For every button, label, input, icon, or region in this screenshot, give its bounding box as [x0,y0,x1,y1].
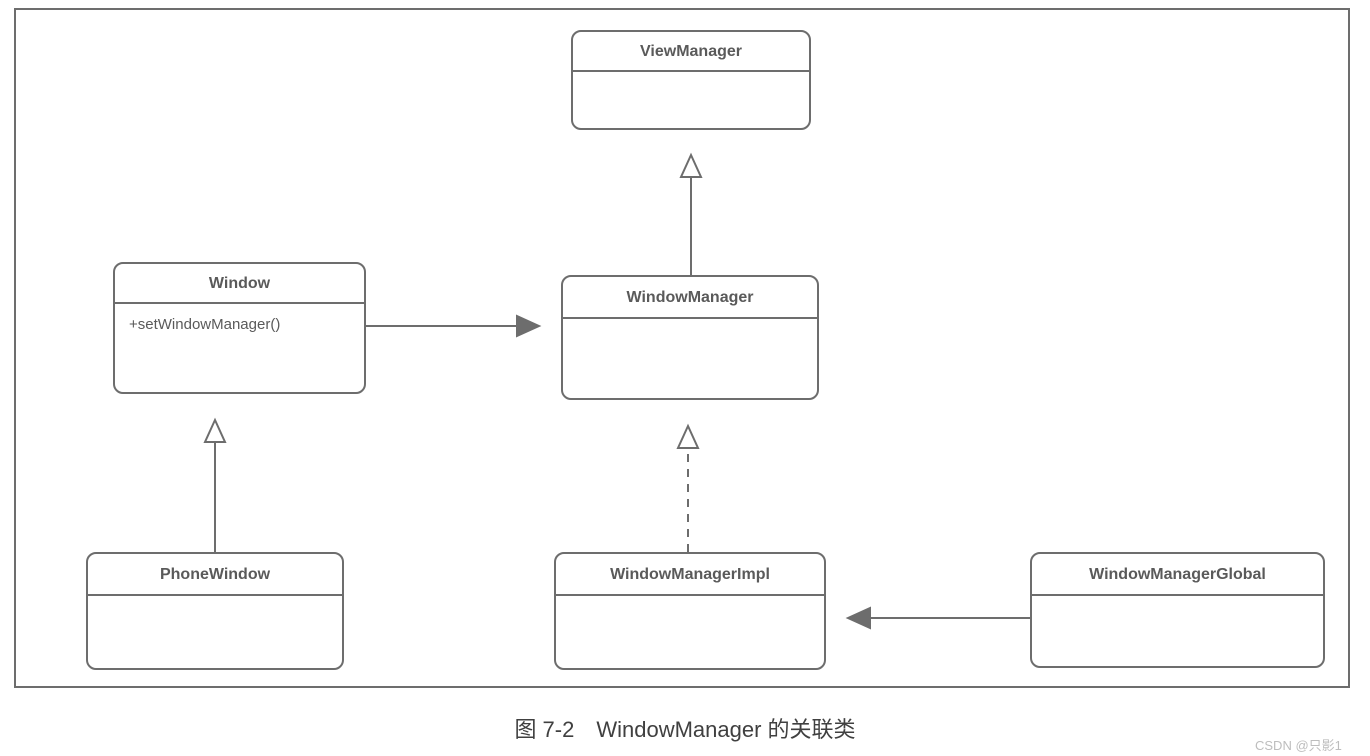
node-viewmanager-title: ViewManager [573,32,809,72]
figure-caption: 图 7-2 WindowManager 的关联类 [0,712,1370,744]
node-windowmanagerimpl-body [556,596,824,620]
node-windowmanagerimpl: WindowManagerImpl [554,552,826,670]
node-window-body: +setWindowManager() [115,304,364,345]
node-windowmanager-body [563,319,817,343]
node-viewmanager-body [573,72,809,96]
node-phonewindow-title: PhoneWindow [88,554,342,596]
node-windowmanagerglobal-body [1032,596,1323,620]
node-phonewindow-body [88,596,342,620]
node-phonewindow: PhoneWindow [86,552,344,670]
node-windowmanager-title: WindowManager [563,277,817,319]
node-windowmanagerglobal-title: WindowManagerGlobal [1032,554,1323,596]
node-windowmanager: WindowManager [561,275,819,400]
watermark: CSDN @只影1 [1255,735,1342,754]
node-windowmanagerglobal: WindowManagerGlobal [1030,552,1325,668]
node-window-method: +setWindowManager() [129,316,350,333]
node-viewmanager: ViewManager [571,30,811,130]
node-windowmanagerimpl-title: WindowManagerImpl [556,554,824,596]
node-window: Window +setWindowManager() [113,262,366,394]
node-window-title: Window [115,264,364,304]
